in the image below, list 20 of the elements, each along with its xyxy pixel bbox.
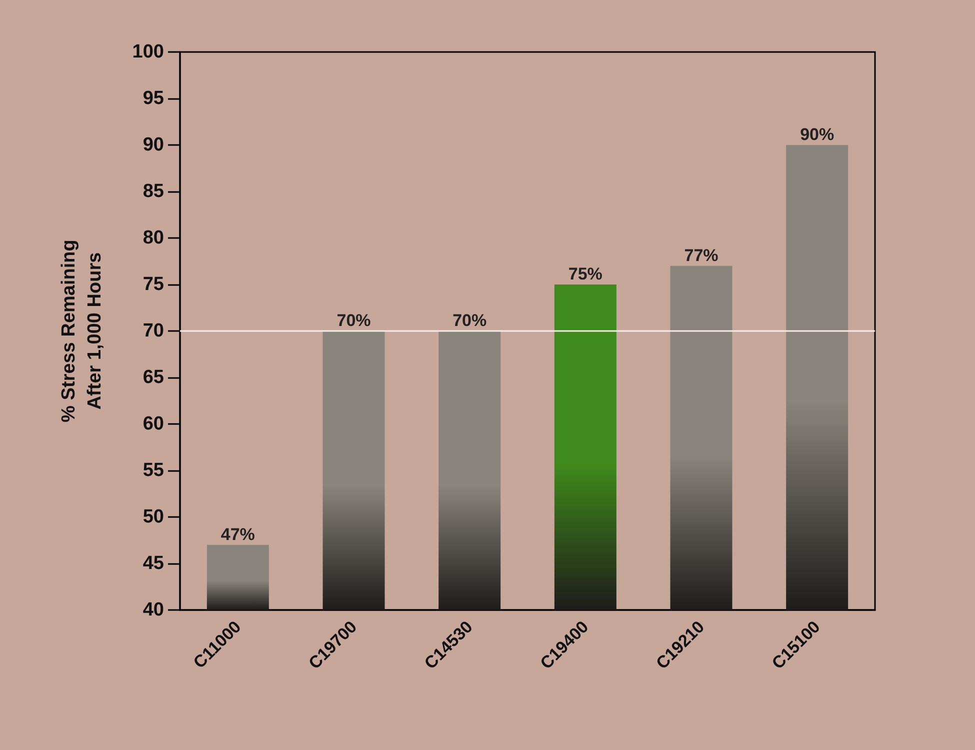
data-label: 70%: [336, 311, 371, 330]
data-label: 90%: [800, 125, 834, 144]
y-tick-label: 45: [142, 553, 164, 574]
y-tick-label: 70: [142, 320, 164, 342]
y-tick-label: 80: [142, 228, 164, 248]
y-axis-title: % Stress Remaining After 1,000 Hours: [58, 240, 106, 422]
y-tick-label: 75: [142, 274, 164, 295]
y-tick-label: 95: [142, 88, 164, 109]
y-tick-label: 100: [132, 42, 164, 62]
y-tick-label: 55: [142, 460, 164, 481]
y-tick-label: 90: [142, 134, 164, 156]
data-label: 77%: [684, 246, 718, 265]
data-label: 47%: [220, 524, 255, 544]
data-label: 70%: [452, 311, 487, 330]
data-label: 75%: [568, 264, 602, 284]
y-tick-label: 60: [142, 414, 164, 434]
y-tick-label: 50: [142, 506, 164, 528]
y-tick-label: 40: [142, 600, 164, 620]
y-tick-label: 65: [142, 367, 164, 388]
y-tick-label: 85: [142, 181, 164, 202]
